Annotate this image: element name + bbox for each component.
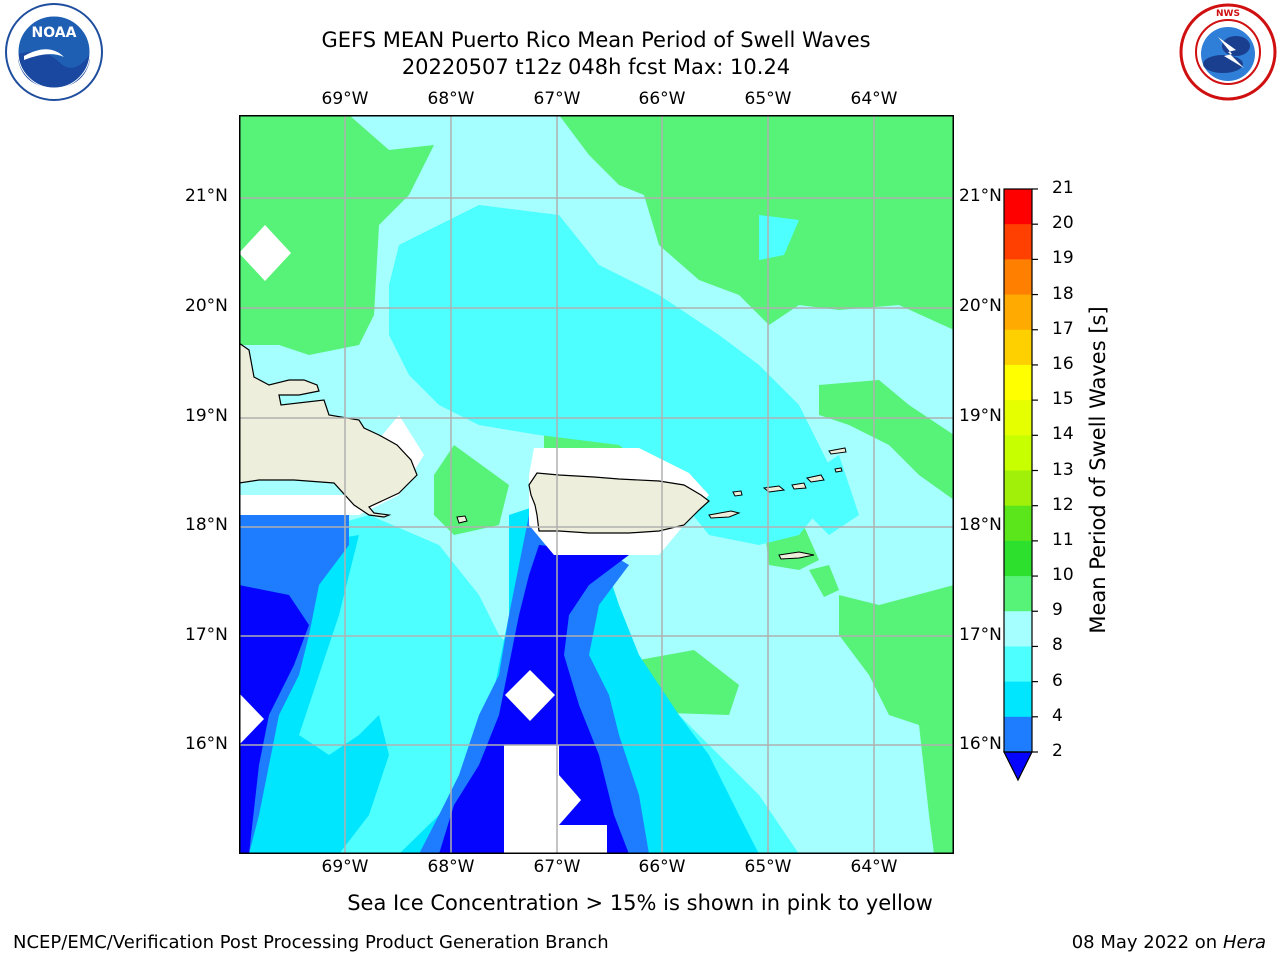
contour-darkblue-west (239, 585, 309, 854)
lon-label-bottom-65w: 65°W (744, 857, 792, 877)
missing-data-c2 (504, 745, 607, 854)
colorbar-tick-label: 12 (1052, 494, 1074, 515)
colorbar-tick-label: 17 (1052, 318, 1074, 339)
lat-label-left-20n: 20°N (185, 296, 228, 316)
colorbar-band (1004, 400, 1032, 436)
contour-green-mona (434, 445, 509, 535)
noaa-logo-text: NOAA (32, 25, 77, 41)
lat-label-right-19n: 19°N (959, 406, 1002, 426)
land-mona (456, 515, 468, 524)
colorbar-band (1004, 716, 1032, 753)
lat-label-left-19n: 19°N (185, 406, 228, 426)
footer-machine: Hera (1222, 932, 1266, 953)
colorbar-tick-label: 8 (1052, 635, 1063, 656)
colorbar-band (1004, 470, 1032, 507)
map-frame (239, 115, 954, 854)
colorbar-tick-label: 4 (1052, 705, 1063, 726)
colorbar-band (1004, 329, 1032, 366)
noaa-logo: NOAA (5, 3, 103, 101)
map-plot (239, 115, 954, 854)
lat-label-right-21n: 21°N (959, 186, 1002, 206)
colorbar-tick-label: 10 (1052, 565, 1074, 586)
lon-label-top-67w: 67°W (533, 89, 581, 109)
lon-label-bottom-66w: 66°W (638, 857, 686, 877)
colorbar-band (1004, 364, 1032, 401)
land-sombrero (834, 467, 843, 473)
colorbar-tick-label: 20 (1052, 213, 1074, 234)
colorbar-band (1004, 435, 1032, 471)
colorbar-band (1004, 259, 1032, 296)
lat-label-right-17n: 17°N (959, 625, 1002, 645)
colorbar-extend-triangle (1003, 751, 1033, 782)
contour-green-e (819, 380, 954, 500)
missing-data-w (239, 693, 264, 745)
lat-label-left-17n: 17°N (185, 625, 228, 645)
colorbar-tick-label: 21 (1052, 178, 1074, 198)
colorbar-band (1004, 611, 1032, 647)
map-subtitle: 20220507 t12z 048h fcst Max: 10.24 (401, 55, 791, 79)
contour-green-se (839, 585, 954, 854)
lon-label-bottom-69w: 69°W (321, 857, 369, 877)
contour-green-ne (559, 115, 954, 330)
lon-label-bottom-64w: 64°W (850, 857, 898, 877)
lon-label-top-69w: 69°W (321, 89, 369, 109)
footer-date: 08 May 2022 on Hera (1072, 932, 1266, 953)
lon-label-bottom-67w: 67°W (533, 857, 581, 877)
land-bvi (805, 474, 825, 483)
land-st-john (791, 482, 807, 490)
colorbar-tick-label: 2 (1052, 741, 1063, 761)
lat-label-left-21n: 21°N (185, 186, 228, 206)
contour-cyan-central (389, 205, 839, 545)
colorbar-band (1004, 681, 1032, 718)
colorbar-band (1004, 576, 1032, 612)
missing-data-nw (239, 225, 291, 281)
colorbar-tick-label: 18 (1052, 283, 1074, 304)
land-vieques (708, 510, 741, 519)
lat-label-left-18n: 18°N (185, 515, 228, 535)
lat-label-right-18n: 18°N (959, 515, 1002, 535)
lon-label-bottom-68w: 68°W (427, 857, 475, 877)
land-culebra (732, 490, 743, 497)
colorbar-tick-label: 9 (1052, 600, 1063, 621)
colorbar-tick-label: 11 (1052, 529, 1074, 550)
colorbar-tick-label: 6 (1052, 670, 1063, 691)
contour-green-nw (239, 115, 434, 355)
contour-cyan-small (759, 215, 799, 260)
contour-blue-west (239, 500, 349, 854)
sea-ice-note: Sea Ice Concentration > 15% is shown in … (0, 891, 1280, 915)
svg-text:NWS: NWS (1216, 9, 1240, 19)
colorbar-band (1004, 646, 1032, 683)
lat-label-right-20n: 20°N (959, 296, 1002, 316)
colorbar (1003, 188, 1038, 782)
colorbar-label: Mean Period of Swell Waves [s] (1086, 306, 1110, 634)
land-puerto-rico (528, 472, 710, 534)
colorbar-band (1004, 224, 1032, 260)
lat-label-left-16n: 16°N (185, 734, 228, 754)
colorbar-band (1004, 540, 1032, 577)
colorbar-band (1004, 189, 1032, 225)
lon-label-top-66w: 66°W (638, 89, 686, 109)
map-title: GEFS MEAN Puerto Rico Mean Period of Swe… (321, 28, 871, 52)
colorbar-tick-label: 15 (1052, 389, 1074, 410)
colorbar-band (1004, 505, 1032, 542)
footer-credit: NCEP/EMC/Verification Post Processing Pr… (13, 932, 609, 953)
colorbar-tick-label: 16 (1052, 353, 1074, 374)
colorbar-band (1004, 294, 1032, 331)
lon-label-top-64w: 64°W (850, 89, 898, 109)
footer-date-text: 08 May 2022 on (1071, 932, 1218, 953)
colorbar-tick-label: 14 (1052, 424, 1074, 445)
graticule (239, 115, 954, 854)
land-st-croix (778, 551, 815, 560)
colorbar-tick-label: 13 (1052, 459, 1074, 480)
missing-data-c1 (505, 670, 555, 721)
land-anegada (828, 447, 847, 455)
colorbar-tick-label: 19 (1052, 248, 1074, 269)
nws-logo: NWS (1179, 3, 1277, 101)
sea-ice-note-text: Sea Ice Concentration > 15% is shown in … (347, 891, 933, 915)
contour-green-s2 (809, 565, 839, 597)
land-hispaniola (239, 342, 418, 518)
lon-label-top-65w: 65°W (744, 89, 792, 109)
lat-label-right-16n: 16°N (959, 734, 1002, 754)
lon-label-top-68w: 68°W (427, 89, 475, 109)
